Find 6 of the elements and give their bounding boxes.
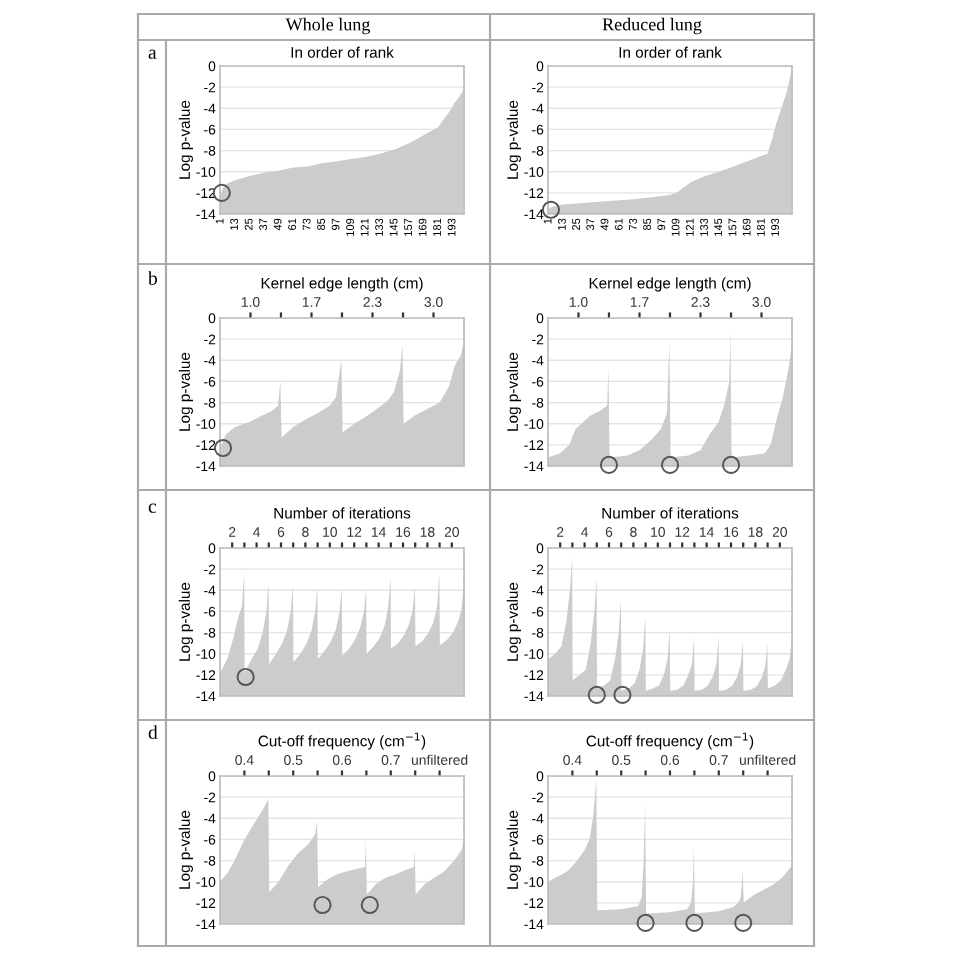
text: d xyxy=(148,725,158,739)
text: Reduced lung xyxy=(602,17,702,35)
text: Whole lung xyxy=(285,17,371,35)
text: b xyxy=(148,271,157,285)
text: c xyxy=(148,503,157,513)
text: a xyxy=(148,49,157,59)
